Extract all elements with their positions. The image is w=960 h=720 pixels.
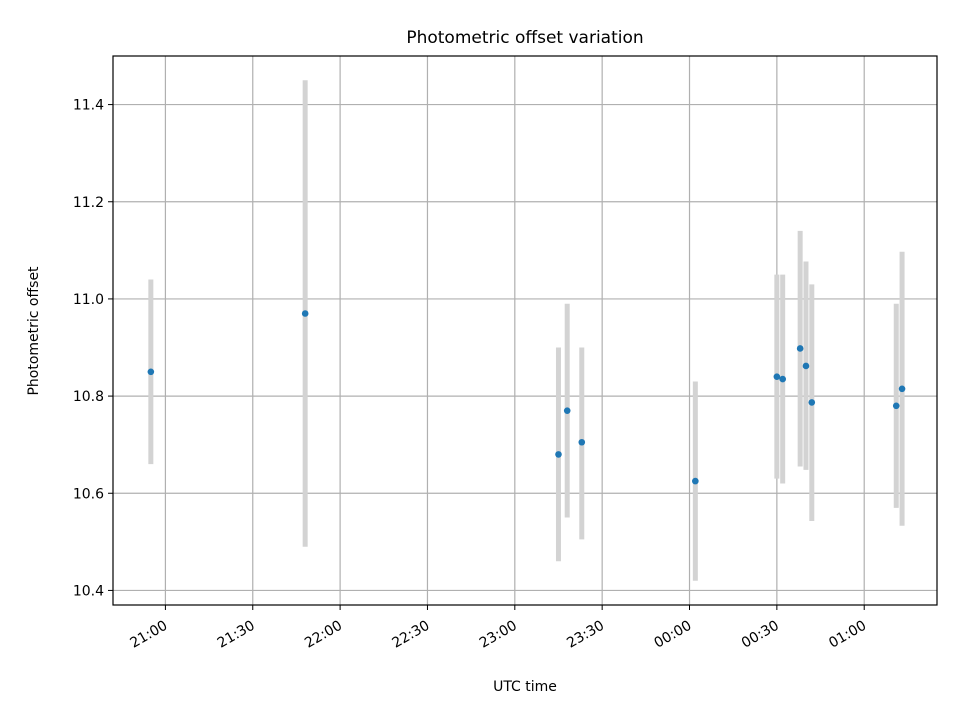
error-bars <box>148 80 905 581</box>
x-axis-label: UTC time <box>493 679 557 695</box>
chart-title: Photometric offset variation <box>406 28 643 48</box>
y-tick-label: 11.2 <box>73 195 104 211</box>
x-tick-label: 21:30 <box>215 618 258 652</box>
data-point <box>147 368 155 376</box>
x-tick-label: 23:30 <box>564 618 607 652</box>
y-tick-label: 10.8 <box>73 389 104 405</box>
data-point <box>808 399 816 406</box>
data-point <box>892 402 900 410</box>
x-tick-label: 00:00 <box>652 618 695 652</box>
data-point <box>773 373 781 380</box>
data-points <box>147 310 906 485</box>
y-tick-label: 11.4 <box>73 98 104 114</box>
x-tick-label: 01:00 <box>826 618 869 652</box>
data-point <box>802 362 810 370</box>
x-tick-label: 22:00 <box>302 618 345 652</box>
y-axis-label: Photometric offset <box>26 266 42 396</box>
y-tick-label: 11.0 <box>73 292 104 308</box>
y-tick-label: 10.6 <box>73 486 104 502</box>
data-point <box>578 438 586 446</box>
y-axis-ticks: 10.4 10.6 10.8 11.0 11.2 11.4 <box>73 98 113 599</box>
data-point <box>779 375 786 383</box>
data-point <box>692 477 699 485</box>
data-point <box>555 451 562 458</box>
data-point <box>796 345 804 352</box>
data-point <box>898 385 906 393</box>
y-tick-label: 10.4 <box>73 583 104 599</box>
plot-frame <box>112 55 938 606</box>
x-tick-label: 23:00 <box>477 618 520 652</box>
x-tick-label: 21:00 <box>127 618 170 652</box>
x-tick-label: 00:30 <box>739 618 782 652</box>
x-tick-label: 22:30 <box>390 618 433 652</box>
data-point <box>563 407 571 414</box>
x-axis-ticks: 21:00 21:30 22:00 22:30 23:00 23:30 00:00 00:30… <box>127 605 869 652</box>
data-point <box>301 310 309 317</box>
